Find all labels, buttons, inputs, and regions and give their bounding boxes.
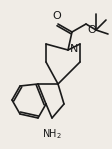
Text: O: O <box>86 25 95 35</box>
Text: N: N <box>69 44 78 54</box>
Text: O: O <box>52 11 61 21</box>
Text: NH$_2$: NH$_2$ <box>42 127 61 141</box>
